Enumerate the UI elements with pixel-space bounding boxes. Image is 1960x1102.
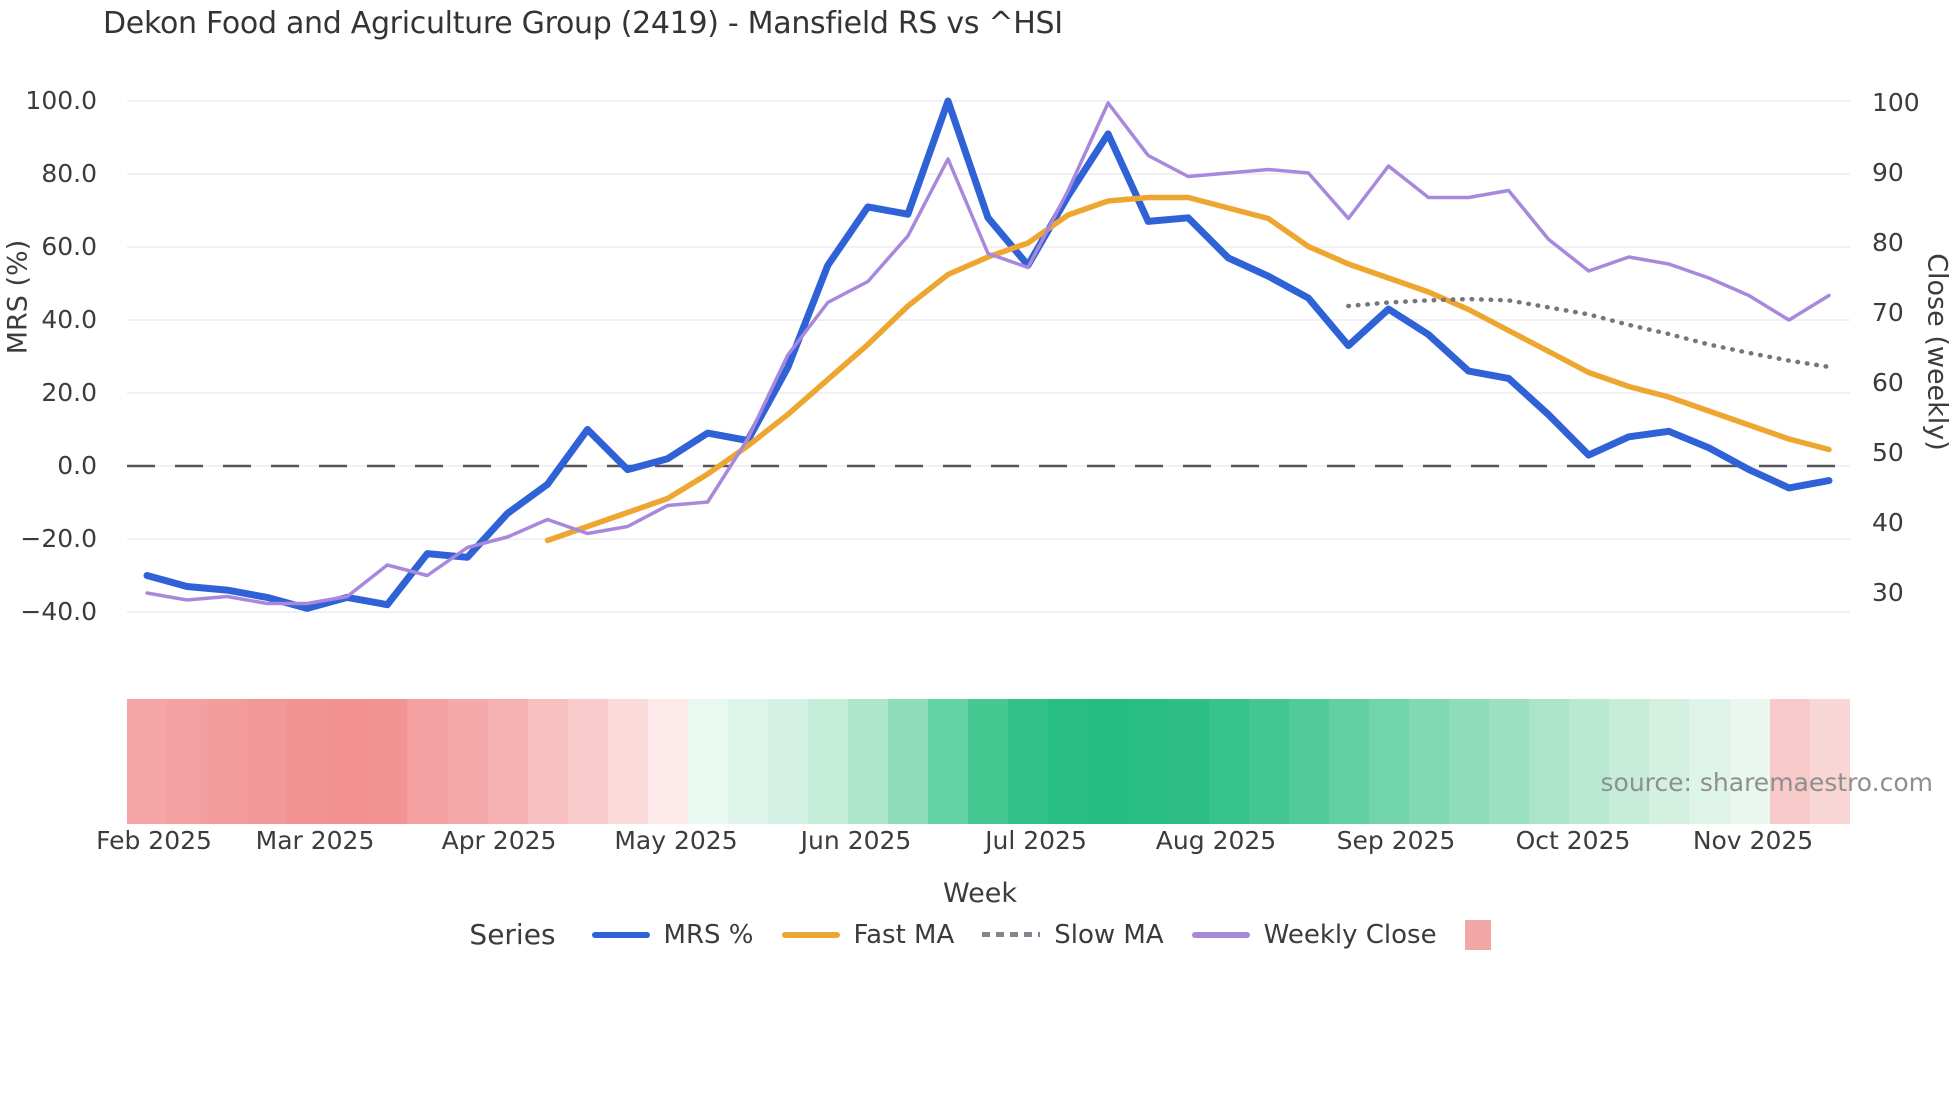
y-right-tick-label: 100 bbox=[1872, 88, 1920, 117]
heatmap-cell bbox=[1729, 699, 1770, 824]
legend-line-swatch bbox=[781, 931, 840, 938]
heatmap-cell bbox=[1008, 699, 1049, 824]
y-left-tick-label: 60.0 bbox=[41, 232, 97, 261]
heatmap-cell bbox=[727, 699, 768, 824]
sentiment-heatmap-strip bbox=[127, 699, 1850, 824]
heatmap-cell bbox=[487, 699, 528, 824]
x-tick-label: Jun 2025 bbox=[800, 826, 912, 855]
source-watermark: source: sharemaestro.com bbox=[1600, 768, 1934, 797]
legend-item-weekly-close: Weekly Close bbox=[1191, 919, 1437, 950]
heatmap-cell bbox=[167, 699, 208, 824]
heatmap-cell bbox=[247, 699, 288, 824]
heatmap-cell bbox=[367, 699, 408, 824]
y-right-tick-label: 30 bbox=[1872, 578, 1904, 607]
legend-item-fast-ma: Fast MA bbox=[781, 919, 955, 950]
legend-square-swatch bbox=[1464, 919, 1491, 950]
heatmap-cell bbox=[1489, 699, 1530, 824]
heatmap-cell bbox=[447, 699, 488, 824]
heatmap-cell bbox=[1288, 699, 1329, 824]
heatmap-cell bbox=[1048, 699, 1089, 824]
heatmap-cell bbox=[1529, 699, 1570, 824]
heatmap-cell bbox=[928, 699, 969, 824]
legend-item-mrs-: MRS % bbox=[591, 919, 754, 950]
series-line-weekly-close bbox=[145, 101, 1831, 606]
y-left-tick-label: −40.0 bbox=[20, 597, 97, 626]
heatmap-cell bbox=[848, 699, 889, 824]
heatmap-cell bbox=[567, 699, 608, 824]
heatmap-cell bbox=[1409, 699, 1450, 824]
x-tick-label: Jul 2025 bbox=[985, 826, 1087, 855]
x-tick-label: Apr 2025 bbox=[441, 826, 557, 855]
legend-title: Series bbox=[469, 918, 556, 951]
heatmap-cell bbox=[687, 699, 728, 824]
heatmap-cell bbox=[1689, 699, 1730, 824]
heatmap-cell bbox=[1649, 699, 1690, 824]
heatmap-cell bbox=[1449, 699, 1490, 824]
y-left-tick-label: −20.0 bbox=[20, 524, 97, 553]
y-left-tick-label: 100.0 bbox=[25, 86, 97, 115]
heatmap-cell bbox=[1328, 699, 1369, 824]
y-right-tick-label: 80 bbox=[1872, 228, 1904, 257]
heatmap-cell bbox=[527, 699, 568, 824]
series-line-fast-ma bbox=[544, 194, 1832, 544]
y-right-tick-label: 50 bbox=[1872, 438, 1904, 467]
legend-dashed-swatch bbox=[982, 932, 1041, 937]
legend-item-slow-ma: Slow MA bbox=[982, 919, 1164, 950]
legend-line-swatch bbox=[1191, 931, 1250, 938]
legend-item-label: MRS % bbox=[663, 919, 754, 950]
y-left-tick-label: 80.0 bbox=[41, 159, 97, 188]
heatmap-cell bbox=[407, 699, 448, 824]
x-tick-label: Mar 2025 bbox=[255, 826, 375, 855]
y-left-tick-label: 40.0 bbox=[41, 305, 97, 334]
heatmap-cell bbox=[1569, 699, 1610, 824]
heatmap-cell bbox=[607, 699, 648, 824]
heatmap-cell bbox=[968, 699, 1009, 824]
heatmap-cell bbox=[1769, 699, 1810, 824]
heatmap-cell bbox=[1088, 699, 1129, 824]
heatmap-cell bbox=[1809, 699, 1850, 824]
x-axis-label: Week bbox=[943, 878, 1017, 909]
heatmap-cell bbox=[327, 699, 368, 824]
heatmap-cell bbox=[888, 699, 929, 824]
heatmap-cell bbox=[1208, 699, 1249, 824]
legend: Series MRS % Fast MA Slow MA Weekly Close bbox=[0, 918, 1960, 951]
heatmap-cell bbox=[1609, 699, 1650, 824]
x-tick-label: Sep 2025 bbox=[1336, 826, 1456, 855]
legend-item-label: Fast MA bbox=[853, 919, 955, 950]
y-left-tick-label: 0.0 bbox=[57, 451, 97, 480]
page-title: Dekon Food and Agriculture Group (2419) … bbox=[103, 6, 1063, 41]
legend-item-heatmap bbox=[1464, 919, 1491, 950]
x-tick-label: Nov 2025 bbox=[1692, 826, 1814, 855]
series-line-mrs- bbox=[143, 97, 1833, 612]
heatmap-cell bbox=[287, 699, 328, 824]
y-axis-right-label: Close (weekly) bbox=[1921, 253, 1953, 451]
heatmap-cell bbox=[808, 699, 849, 824]
y-right-tick-label: 90 bbox=[1872, 158, 1904, 187]
x-tick-label: Aug 2025 bbox=[1155, 826, 1277, 855]
legend-line-swatch bbox=[591, 931, 650, 938]
heatmap-cell bbox=[647, 699, 688, 824]
y-left-tick-label: 20.0 bbox=[41, 378, 97, 407]
x-tick-label: Feb 2025 bbox=[96, 826, 212, 855]
x-tick-label: Oct 2025 bbox=[1515, 826, 1631, 855]
y-right-tick-label: 70 bbox=[1872, 298, 1904, 327]
heatmap-cell bbox=[1168, 699, 1209, 824]
legend-item-label: Weekly Close bbox=[1263, 919, 1437, 950]
x-tick-label: May 2025 bbox=[614, 826, 738, 855]
heatmap-cell bbox=[1128, 699, 1169, 824]
heatmap-cell bbox=[768, 699, 809, 824]
legend-item-label: Slow MA bbox=[1054, 919, 1164, 950]
heatmap-cell bbox=[1248, 699, 1289, 824]
heatmap-cell bbox=[1368, 699, 1409, 824]
y-right-tick-label: 40 bbox=[1872, 508, 1904, 537]
series-line-slow-ma bbox=[1346, 296, 1832, 370]
heatmap-cell bbox=[127, 699, 168, 824]
y-right-tick-label: 60 bbox=[1872, 368, 1904, 397]
heatmap-cell bbox=[207, 699, 248, 824]
